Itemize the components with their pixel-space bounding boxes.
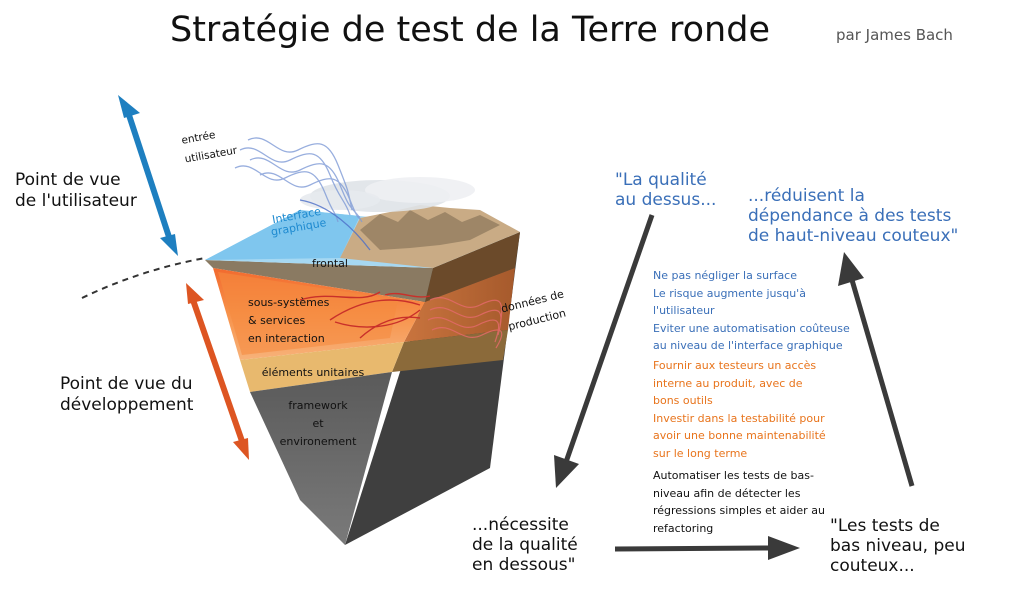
surface-notes: Ne pas négliger la surface Le risque aug… [653,269,850,353]
production-data-waves [427,297,503,349]
quote-top-left: "La qualité au dessus... [615,170,717,210]
horizon-curve [81,257,206,299]
user-input-waves [234,137,371,251]
units-layer-label: éléments unitaires [261,366,365,379]
quote-bottom-right: "Les tests de bas niveau, peu couteux... [830,516,966,576]
frontend-layer-label: frontal [312,257,348,270]
cycle-arrow-down [554,214,655,488]
subsystems-layer-label: sous-systèmes & services en interaction [248,296,330,345]
developer-perspective-arrow [186,283,249,460]
quote-bottom-left: ...nécessite de la qualité en dessous" [472,515,578,575]
framework-layer-label: framework et environement [279,399,357,448]
earth-wedge [205,177,520,545]
low-level-automation-notes: Automatiser les tests de bas- niveau afi… [653,469,825,535]
internal-access-notes: Fournir aux testeurs un accès interne au… [653,359,826,460]
cycle-arrow-right [614,536,800,560]
subsystem-interaction-arrows [299,291,431,339]
quote-top-right: ...réduisent la dépendance à des tests d… [748,186,959,246]
author-credit: par James Bach [836,26,953,44]
developer-perspective-label: Point de vue du développement [60,374,194,415]
page-title: Stratégie de test de la Terre ronde [169,10,770,50]
user-perspective-arrow [118,95,178,256]
user-perspective-label: Point de vue de l'utilisateur [15,170,137,211]
cycle-arrow-up [838,252,915,487]
